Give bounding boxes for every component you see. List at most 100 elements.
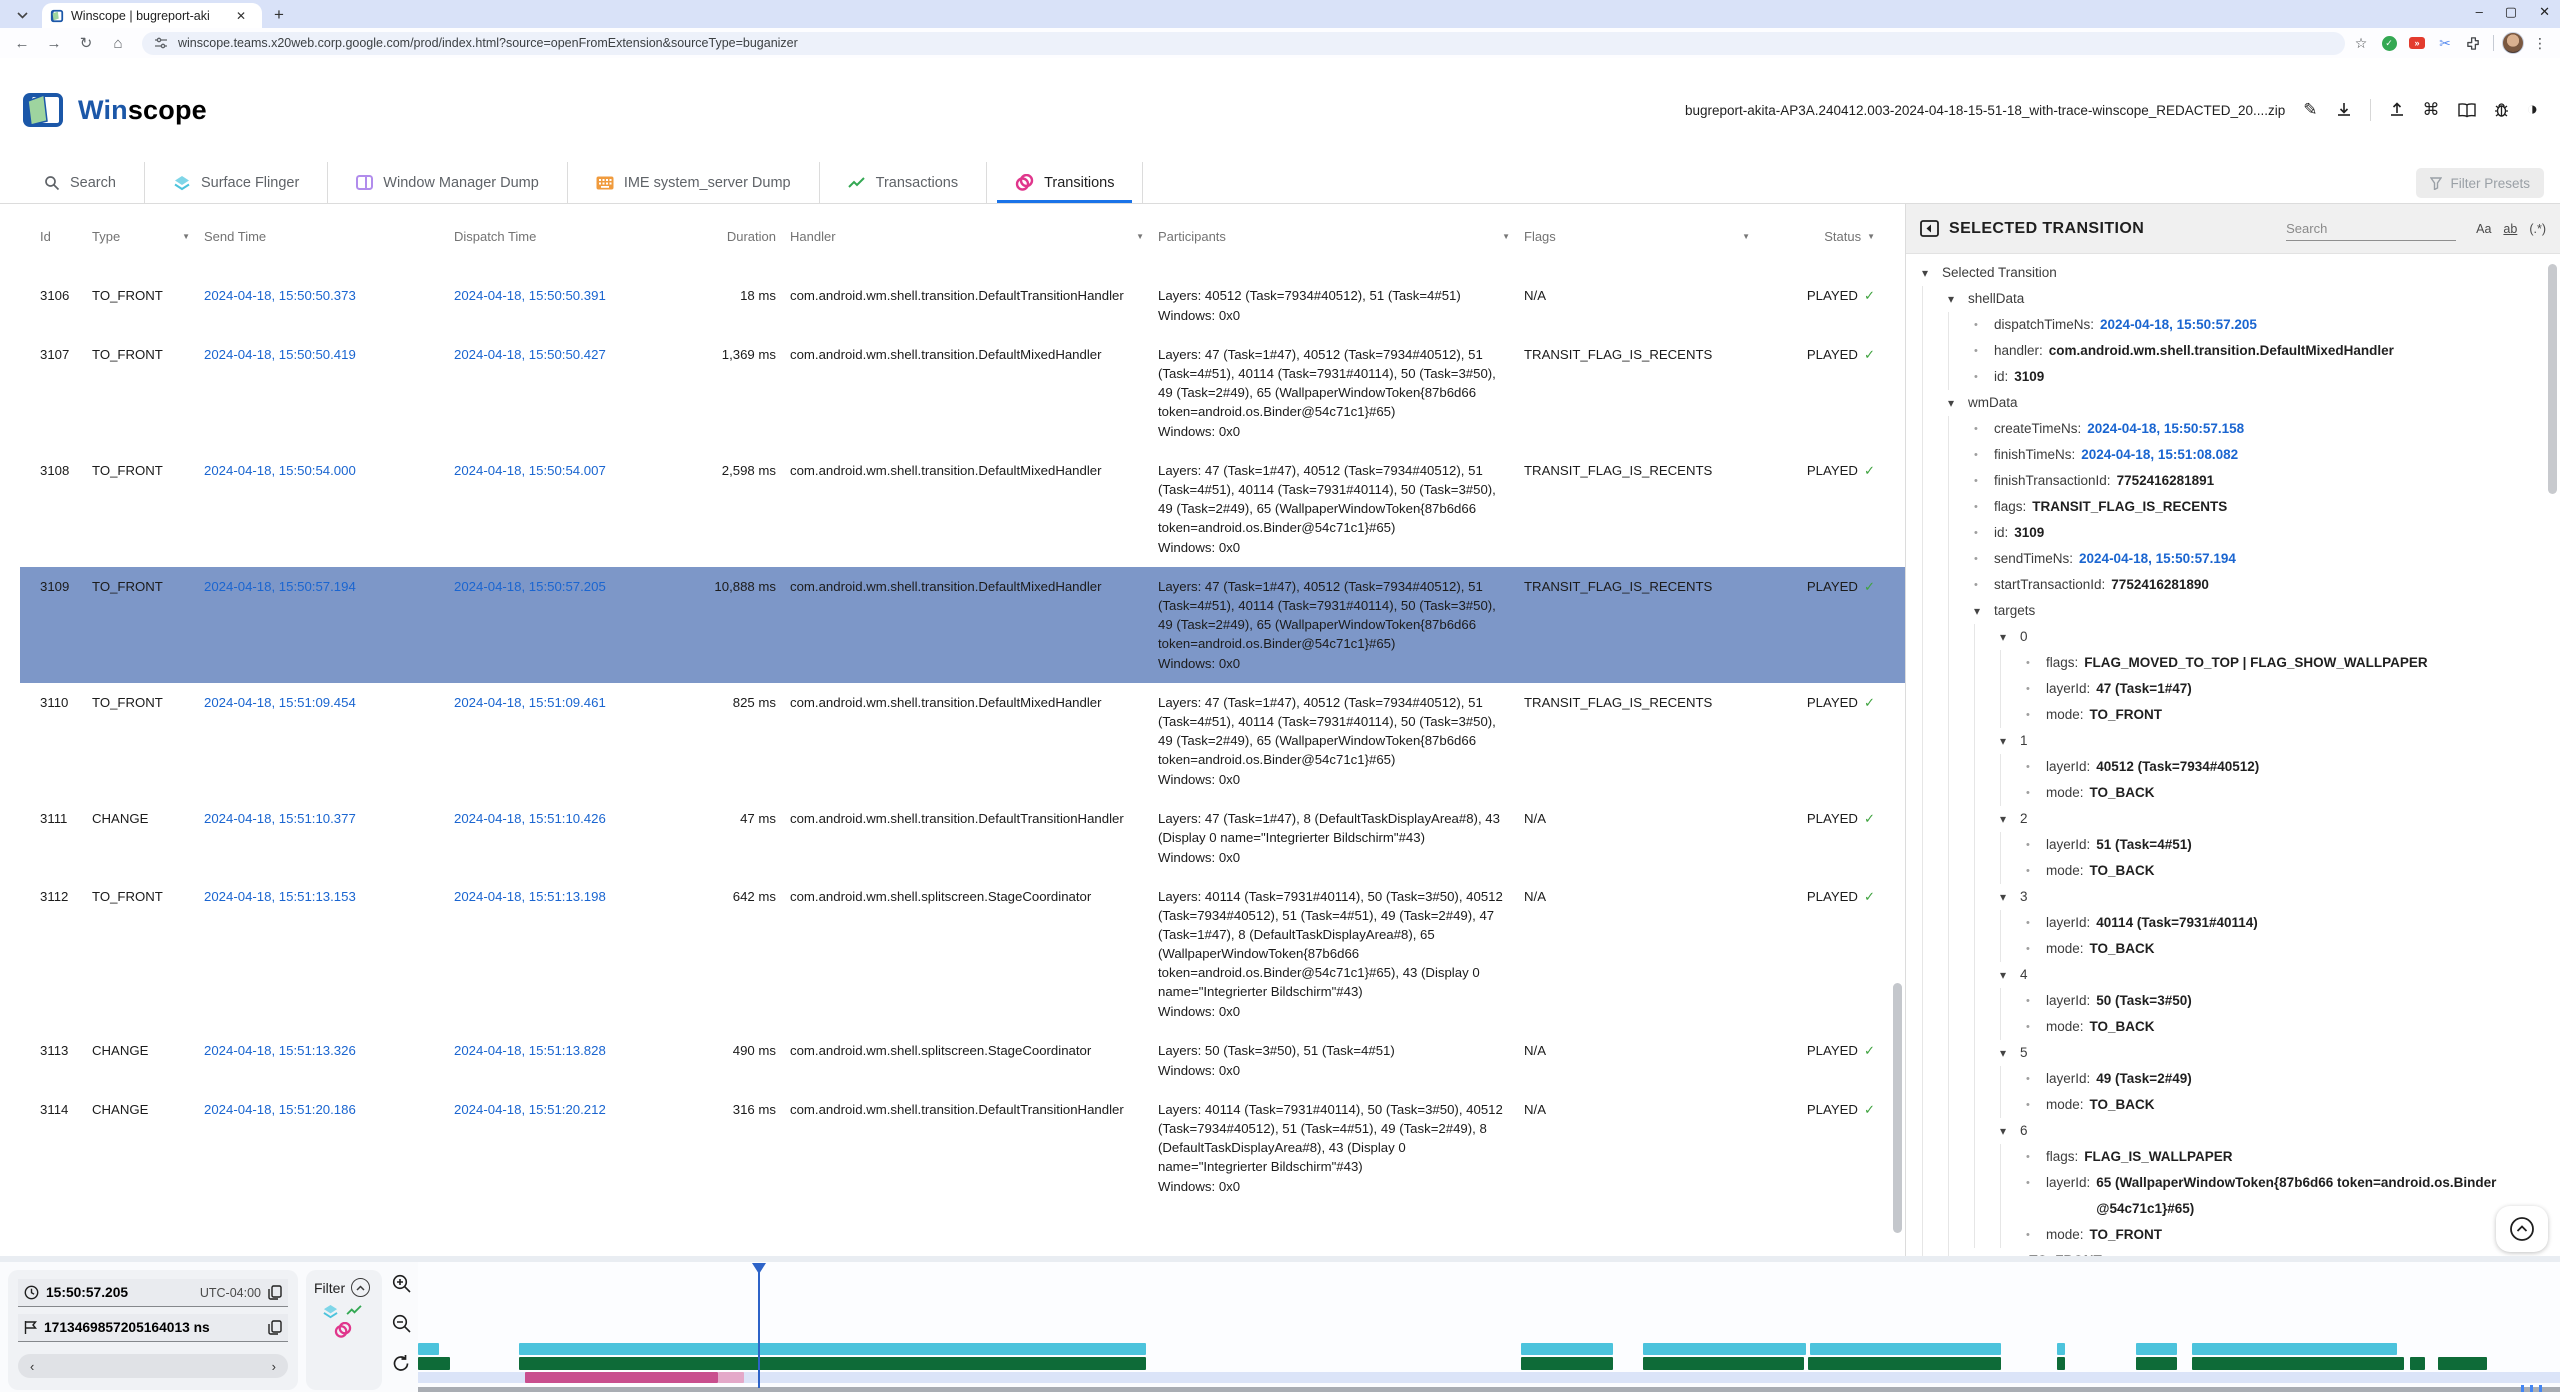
- tree-leaf[interactable]: •type: TO_FRONT: [1922, 1248, 2550, 1256]
- filter-dropdown-icon[interactable]: ▼: [1502, 231, 1510, 241]
- documentation-book-icon[interactable]: [2457, 102, 2476, 118]
- tree-leaf[interactable]: • handler: com.android.wm.shell.transition…: [1922, 338, 2550, 364]
- tree-node[interactable]: ▾ targets: [1922, 598, 2550, 624]
- tree-leaf[interactable]: • finishTransactionId: 7752416281891: [1922, 468, 2550, 494]
- filter-presets-button[interactable]: Filter Presets: [2416, 168, 2544, 198]
- cell-send-time[interactable]: 2024-04-18, 15:51:20.186: [204, 1102, 356, 1117]
- tree-node[interactable]: ▾ 1: [1922, 728, 2550, 754]
- timeline-segment[interactable]: [1521, 1343, 1614, 1355]
- address-bar[interactable]: winscope.teams.x20web.corp.google.com/pr…: [142, 31, 2345, 55]
- cell-dispatch-time[interactable]: 2024-04-18, 15:50:54.007: [454, 463, 606, 478]
- extension-check-icon[interactable]: ✓: [2377, 35, 2401, 51]
- tree-leaf[interactable]: • layerId: 47 (Task=1#47): [1922, 676, 2550, 702]
- tree-leaf[interactable]: • flags: TRANSIT_FLAG_IS_RECENTS: [1922, 494, 2550, 520]
- table-row[interactable]: 3113 CHANGE 2024-04-18, 15:51:13.326 2024-0…: [20, 1031, 1905, 1090]
- tree-leaf[interactable]: • layerId: 51 (Task=4#51): [1922, 832, 2550, 858]
- tree-leaf[interactable]: • mode: TO_FRONT: [1922, 702, 2550, 728]
- bug-report-icon[interactable]: [2494, 102, 2509, 118]
- tree-leaf[interactable]: • mode: TO_BACK: [1922, 780, 2550, 806]
- timeline-segment[interactable]: [418, 1357, 451, 1370]
- tree-node[interactable]: ▾ 0: [1922, 624, 2550, 650]
- chevron-down-icon[interactable]: ▾: [1922, 266, 1929, 280]
- timeline-segment[interactable]: [518, 1343, 1147, 1355]
- timeline-scrollbar[interactable]: [418, 1385, 2560, 1392]
- tree-leaf[interactable]: • layerId: 40512 (Task=7934#40512): [1922, 754, 2550, 780]
- filter-dropdown-icon[interactable]: ▼: [1136, 231, 1144, 241]
- column-header-send-time[interactable]: Send Time: [204, 228, 267, 244]
- column-header-participants[interactable]: Participants ▼: [1158, 228, 1510, 244]
- tab-surface-flinger[interactable]: Surface Flinger: [145, 162, 329, 203]
- regex-button[interactable]: (.*): [2529, 221, 2546, 236]
- scroll-to-top-button[interactable]: [2496, 1206, 2548, 1252]
- timeline-cursor[interactable]: [757, 1270, 760, 1388]
- chevron-down-icon[interactable]: ▾: [2000, 630, 2007, 644]
- cell-dispatch-time[interactable]: 2024-04-18, 15:51:13.828: [454, 1043, 606, 1058]
- tree-leaf[interactable]: • mode: TO_BACK: [1922, 858, 2550, 884]
- column-header-handler[interactable]: Handler ▼: [790, 228, 1144, 244]
- minimize-button[interactable]: –: [2475, 4, 2483, 19]
- column-header-id[interactable]: Id: [40, 228, 51, 244]
- home-icon[interactable]: ⌂: [113, 34, 123, 52]
- timeline-segment[interactable]: [717, 1372, 744, 1383]
- tree-leaf[interactable]: • createTimeNs: 2024-04-18, 15:50:57.158: [1922, 416, 2550, 442]
- transactions-filter-icon[interactable]: [346, 1304, 363, 1316]
- previous-frame-button[interactable]: ‹: [30, 1358, 35, 1374]
- tree-node[interactable]: ▾ 4: [1922, 962, 2550, 988]
- table-scrollbar[interactable]: [1893, 983, 1902, 1233]
- cell-dispatch-time[interactable]: 2024-04-18, 15:50:57.205: [454, 579, 606, 594]
- new-tab-button[interactable]: +: [274, 5, 284, 24]
- tree-leaf[interactable]: • finishTimeNs: 2024-04-18, 15:51:08.082: [1922, 442, 2550, 468]
- timeline-segment[interactable]: [1643, 1343, 1806, 1355]
- extension-video-icon[interactable]: »: [2405, 37, 2429, 49]
- download-icon[interactable]: [2336, 102, 2352, 118]
- table-row[interactable]: 3114 CHANGE 2024-04-18, 15:51:20.186 2024-0…: [20, 1090, 1905, 1206]
- copy-icon[interactable]: [268, 1320, 282, 1335]
- tree-leaf[interactable]: • mode: TO_BACK: [1922, 1014, 2550, 1040]
- upload-icon[interactable]: [2389, 102, 2405, 118]
- cell-send-time[interactable]: 2024-04-18, 15:51:13.326: [204, 1043, 356, 1058]
- table-row[interactable]: 3110 TO_FRONT 2024-04-18, 15:51:09.454 2024…: [20, 683, 1905, 799]
- timeline-segment[interactable]: [518, 1357, 1147, 1370]
- shortcuts-command-icon[interactable]: ⌘: [2422, 100, 2440, 119]
- cell-dispatch-time[interactable]: 2024-04-18, 15:51:09.461: [454, 695, 606, 710]
- filter-dropdown-icon[interactable]: ▼: [1867, 231, 1875, 241]
- browser-tab[interactable]: Winscope | bugreport-aki ✕: [42, 3, 262, 28]
- cell-send-time[interactable]: 2024-04-18, 15:50:54.000: [204, 463, 356, 478]
- tree-leaf[interactable]: • mode: TO_FRONT: [1922, 1222, 2550, 1248]
- collapse-filter-button[interactable]: [351, 1278, 371, 1297]
- copy-icon[interactable]: [268, 1285, 282, 1300]
- search-input[interactable]: [2286, 216, 2457, 241]
- timeline-segment[interactable]: [2191, 1357, 2404, 1370]
- cell-send-time[interactable]: 2024-04-18, 15:50:50.419: [204, 347, 356, 362]
- timeline-segment[interactable]: [1810, 1343, 2001, 1355]
- transitions-filter-icon[interactable]: [334, 1322, 352, 1338]
- tree-leaf[interactable]: • sendTimeNs: 2024-04-18, 15:50:57.194: [1922, 546, 2550, 572]
- column-header-flags[interactable]: Flags ▼: [1524, 228, 1750, 244]
- cell-send-time[interactable]: 2024-04-18, 15:51:13.153: [204, 889, 356, 904]
- back-icon[interactable]: ←: [14, 34, 30, 52]
- layers-filter-icon[interactable]: [322, 1304, 339, 1319]
- tree-leaf[interactable]: • flags: FLAG_MOVED_TO_TOP | FLAG_SHOW_WAL…: [1922, 650, 2550, 676]
- timeline-segment[interactable]: [2056, 1343, 2066, 1355]
- timeline-segment[interactable]: [2437, 1357, 2488, 1370]
- tree-leaf[interactable]: • mode: TO_BACK: [1922, 936, 2550, 962]
- column-header-status[interactable]: Status ▼: [1824, 228, 1875, 244]
- cell-send-time[interactable]: 2024-04-18, 15:51:09.454: [204, 695, 356, 710]
- cell-send-time[interactable]: 2024-04-18, 15:50:50.373: [204, 288, 356, 303]
- chevron-down-icon[interactable]: [8, 3, 36, 27]
- reset-zoom-icon[interactable]: [392, 1354, 411, 1373]
- profile-avatar[interactable]: [2502, 32, 2524, 54]
- timeline-segment[interactable]: [2135, 1343, 2177, 1355]
- timeline-segment[interactable]: [2056, 1357, 2066, 1370]
- filter-dropdown-icon[interactable]: ▼: [182, 231, 190, 241]
- cell-dispatch-time[interactable]: 2024-04-18, 15:51:10.426: [454, 811, 606, 826]
- table-row[interactable]: 3109 TO_FRONT 2024-04-18, 15:50:57.194 2024…: [20, 567, 1905, 683]
- tree-node[interactable]: ▾ 6: [1922, 1118, 2550, 1144]
- forward-icon[interactable]: →: [46, 34, 62, 52]
- tab-window-manager-dump[interactable]: Window Manager Dump: [328, 162, 568, 203]
- tree-leaf[interactable]: • layerId: 40114 (Task=7931#40114): [1922, 910, 2550, 936]
- cell-dispatch-time[interactable]: 2024-04-18, 15:50:50.427: [454, 347, 606, 362]
- timeline-segment[interactable]: [1643, 1357, 1804, 1370]
- tree-leaf[interactable]: • id: 3109: [1922, 364, 2550, 390]
- cell-dispatch-time[interactable]: 2024-04-18, 15:51:20.212: [454, 1102, 606, 1117]
